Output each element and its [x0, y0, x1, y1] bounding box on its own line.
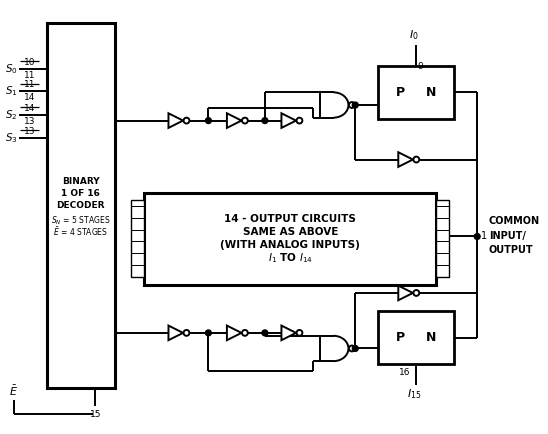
Text: 10: 10 — [24, 58, 35, 67]
Text: $S_1$: $S_1$ — [5, 85, 18, 98]
Circle shape — [352, 345, 358, 352]
Text: OUTPUT: OUTPUT — [489, 245, 534, 255]
Text: 1: 1 — [481, 230, 487, 240]
Polygon shape — [168, 113, 183, 128]
Text: 15: 15 — [90, 410, 101, 419]
Text: SAME AS ABOVE: SAME AS ABOVE — [243, 227, 338, 237]
Text: $\bar{E}$: $\bar{E}$ — [9, 384, 18, 398]
Circle shape — [296, 330, 302, 336]
Text: P: P — [396, 86, 405, 99]
Text: 14: 14 — [24, 104, 35, 113]
Bar — [378, 312, 454, 364]
Polygon shape — [282, 326, 296, 340]
Text: COMMON: COMMON — [489, 216, 540, 226]
Text: 11: 11 — [24, 71, 35, 80]
Circle shape — [474, 233, 480, 240]
Bar — [132, 201, 144, 277]
Text: 14: 14 — [24, 93, 35, 102]
Text: 11: 11 — [24, 80, 35, 89]
Text: N: N — [426, 86, 436, 99]
Circle shape — [413, 157, 419, 162]
Text: DECODER: DECODER — [56, 201, 105, 210]
Polygon shape — [168, 326, 183, 340]
Text: 14 - OUTPUT CIRCUITS: 14 - OUTPUT CIRCUITS — [224, 214, 356, 224]
Circle shape — [184, 330, 190, 336]
Bar — [378, 66, 454, 118]
Circle shape — [184, 118, 190, 124]
Circle shape — [352, 102, 358, 108]
Text: $S_0$: $S_0$ — [5, 62, 18, 76]
Text: 13: 13 — [24, 127, 35, 136]
Circle shape — [349, 345, 355, 352]
Text: $S_2$: $S_2$ — [5, 108, 18, 122]
Bar — [47, 23, 115, 388]
Circle shape — [262, 118, 268, 124]
Text: $I_{15}$: $I_{15}$ — [407, 388, 421, 401]
Text: BINARY: BINARY — [62, 177, 100, 186]
Text: 16: 16 — [398, 368, 410, 377]
Polygon shape — [398, 152, 413, 167]
Circle shape — [413, 290, 419, 296]
Circle shape — [296, 118, 302, 124]
Text: (WITH ANALOG INPUTS): (WITH ANALOG INPUTS) — [220, 240, 360, 250]
Circle shape — [262, 330, 268, 336]
Text: 9: 9 — [418, 62, 424, 71]
Circle shape — [349, 102, 355, 108]
Circle shape — [242, 118, 248, 124]
Bar — [436, 201, 449, 277]
Text: P: P — [396, 331, 405, 344]
Circle shape — [206, 330, 212, 336]
Text: INPUT/: INPUT/ — [489, 231, 526, 241]
Text: $S_3$: $S_3$ — [5, 131, 18, 145]
Text: $I_0$: $I_0$ — [409, 28, 419, 42]
Polygon shape — [227, 113, 242, 128]
Text: $I_1$ TO $I_{14}$: $I_1$ TO $I_{14}$ — [268, 251, 313, 265]
Bar — [144, 193, 436, 285]
Circle shape — [242, 330, 248, 336]
Text: 13: 13 — [24, 117, 35, 126]
Text: $\bar{E}$ = 4 STAGES: $\bar{E}$ = 4 STAGES — [53, 226, 109, 238]
Polygon shape — [282, 113, 296, 128]
Polygon shape — [227, 326, 242, 340]
Text: 1 OF 16: 1 OF 16 — [61, 189, 100, 197]
Circle shape — [206, 118, 212, 124]
Text: N: N — [426, 331, 436, 344]
Polygon shape — [398, 286, 413, 300]
Text: $S_N$ = 5 STAGES: $S_N$ = 5 STAGES — [51, 214, 111, 227]
